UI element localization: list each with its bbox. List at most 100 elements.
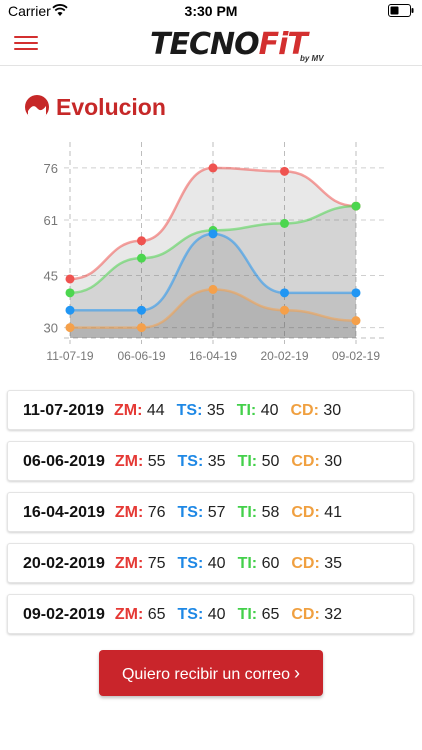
ti-label: TI: [237,504,258,521]
data-point-ts [137,305,146,315]
y-tick-label: 76 [44,161,58,176]
ts-value: 35 [207,453,226,470]
brand-logo: TECNOFiT by MV [150,27,340,65]
y-tick-label: 45 [44,269,58,284]
record-row[interactable]: 20-02-2019 ZM: 75 TS: 40 TI: 60 CD: 35 [7,543,414,583]
zm-value: 76 [147,504,166,521]
cd-label: CD: [290,402,319,419]
cd-value: 30 [323,402,342,419]
record-content: 09-02-2019 ZM: 65 TS: 40 TI: 65 CD: 32 [23,595,354,635]
ti-value: 50 [261,453,280,470]
series-line-zm [69,166,357,281]
gauge-icon [25,95,49,120]
data-point-cd [351,316,361,326]
zm-label: ZM: [114,555,144,572]
cd-label: CD: [291,453,320,470]
record-content: 20-02-2019 ZM: 75 TS: 40 TI: 60 CD: 35 [23,544,354,584]
nav-bar: TECNOFiT by MV [0,22,422,66]
cd-value: 35 [324,555,343,572]
status-bar: Carrier 3:30 PM [0,0,422,22]
request-email-button[interactable]: Quiero recibir un correo › [99,650,323,696]
record-date: 16-04-2019 [23,504,105,521]
data-point-ts [208,229,218,239]
ti-label: TI: [237,555,258,572]
cd-value: 30 [324,453,343,470]
record-date: 11-07-2019 [23,402,104,419]
ts-value: 35 [206,402,225,419]
record-row[interactable]: 06-06-2019 ZM: 55 TS: 35 TI: 50 CD: 30 [7,441,414,481]
zm-value: 55 [147,453,166,470]
request-email-label: Quiero recibir un correo [121,666,291,683]
zm-value: 65 [147,606,166,623]
zm-value: 75 [147,555,166,572]
ts-value: 40 [207,606,226,623]
x-tick-label: 11-07-19 [46,349,93,363]
record-content: 16-04-2019 ZM: 76 TS: 57 TI: 58 CD: 41 [23,493,354,533]
series-area-cd [70,289,356,338]
logo-subtitle: by MV [300,54,324,63]
chevron-right-icon: › [294,663,301,683]
y-tick-label: 61 [44,213,58,228]
cd-value: 41 [324,504,343,521]
record-date: 20-02-2019 [23,555,105,572]
data-point-zm [208,163,218,173]
data-point-ts [65,305,75,315]
ti-label: TI: [237,606,258,623]
cd-label: CD: [291,504,320,521]
record-row[interactable]: 11-07-2019 ZM: 44 TS: 35 TI: 40 CD: 30 [7,390,414,430]
ti-value: 60 [261,555,280,572]
ts-label: TS: [177,606,204,623]
data-point-ti [351,201,361,211]
cd-label: CD: [291,606,320,623]
ts-value: 40 [207,555,226,572]
record-content: 11-07-2019 ZM: 44 TS: 35 TI: 40 CD: 30 [23,391,353,431]
clock: 3:30 PM [184,3,238,19]
ts-label: TS: [177,453,204,470]
x-tick-label: 20-02-19 [260,349,308,363]
data-point-zm [137,236,146,246]
cd-value: 32 [324,606,343,623]
x-tick-label: 06-06-19 [117,349,165,363]
zm-value: 44 [146,402,165,419]
data-point-cd [208,284,218,294]
evolution-chart: 30 45 61 76 11-07-19 06-06-19 16-04-19 20-02-19… [44,142,386,363]
ti-value: 65 [261,606,280,623]
y-tick-label: 30 [44,321,58,336]
x-tick-label: 09-02-19 [332,349,380,363]
ts-label: TS: [177,504,204,521]
logo-wordmark: TECNOFiT [150,27,308,62]
ts-label: TS: [177,555,204,572]
cd-label: CD: [291,555,320,572]
ti-value: 40 [260,402,279,419]
data-point-cd [65,323,75,333]
ti-value: 58 [261,504,280,521]
data-point-cd [280,305,289,315]
zm-label: ZM: [114,453,144,470]
data-point-cd [137,323,146,333]
record-content: 06-06-2019 ZM: 55 TS: 35 TI: 50 CD: 30 [23,442,354,482]
record-date: 09-02-2019 [23,606,105,623]
ti-label: TI: [236,402,257,419]
x-tick-label: 16-04-19 [189,349,237,363]
section-title-text: Evolucion [56,94,166,120]
record-row[interactable]: 16-04-2019 ZM: 76 TS: 57 TI: 58 CD: 41 [7,492,414,532]
data-point-ts [280,288,289,298]
wifi-icon [52,4,68,16]
data-point-zm [280,166,289,176]
data-point-ti [65,288,75,298]
data-point-ti [280,218,289,228]
ti-label: TI: [237,453,258,470]
zm-label: ZM: [114,606,144,623]
record-row[interactable]: 09-02-2019 ZM: 65 TS: 40 TI: 65 CD: 32 [7,594,414,634]
data-point-zm [65,274,75,284]
ts-value: 57 [207,504,226,521]
record-date: 06-06-2019 [23,453,105,470]
ts-label: TS: [176,402,203,419]
series-area-ti [70,206,356,338]
carrier-label: Carrier [8,3,51,19]
hamburger-menu-icon[interactable] [14,34,40,52]
zm-label: ZM: [113,402,143,419]
data-point-ts [351,288,361,298]
data-point-ti [137,253,146,263]
zm-label: ZM: [114,504,144,521]
